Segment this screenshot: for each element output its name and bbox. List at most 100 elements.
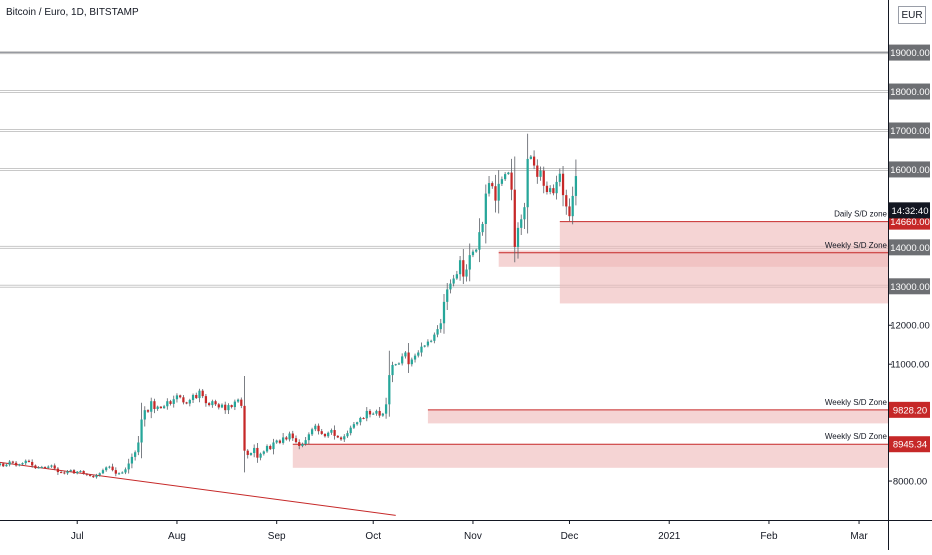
time-axis-tick-label: Dec [561, 531, 579, 542]
candle-body [169, 401, 172, 404]
candle-body [545, 185, 549, 193]
candle-body [497, 183, 500, 201]
candle-body [172, 399, 175, 404]
candle-body [182, 397, 185, 403]
candle-body [60, 472, 63, 474]
candle-body [417, 352, 420, 356]
candle-body [384, 404, 388, 414]
currency-button[interactable]: EUR [898, 6, 926, 24]
candle-body [536, 165, 539, 177]
time-axis-tick-label: Oct [365, 531, 381, 542]
candle-body [34, 465, 37, 469]
candle-body [124, 469, 127, 473]
price-tag [889, 436, 930, 453]
candle-body [162, 406, 166, 409]
candle-body [246, 450, 249, 455]
candle-body [568, 206, 571, 217]
zone-label: Weekly S/D Zone [825, 241, 888, 250]
candle-body [465, 269, 468, 277]
price-axis-tick-label: 11000.00 [891, 360, 930, 371]
candle-body [140, 419, 143, 443]
candle-body [352, 424, 356, 428]
candle-body [468, 255, 471, 270]
candle-body [137, 442, 140, 453]
candle-body [243, 405, 246, 451]
candle-body [56, 468, 60, 473]
candle-body [516, 227, 520, 247]
candle-body [555, 181, 558, 194]
candle-body [204, 396, 208, 404]
candle-body [571, 195, 574, 217]
candle-body [76, 471, 79, 474]
candle-body [265, 445, 269, 452]
candle-body [198, 390, 201, 399]
time-axis-tick-label: Nov [464, 531, 482, 542]
candle-body [53, 465, 56, 469]
candle-body [487, 183, 491, 194]
candle-body [236, 399, 240, 402]
candle-body [143, 410, 146, 420]
candle-body [18, 464, 21, 466]
time-axis-tick-label: Jul [71, 531, 84, 542]
candle-body [185, 402, 188, 404]
candle-body [478, 232, 481, 250]
candle-body [21, 463, 24, 465]
candle-body [407, 352, 410, 365]
candle-body [269, 445, 272, 450]
candle-body [349, 427, 352, 434]
candle-body [272, 442, 275, 450]
candle-body [510, 172, 513, 190]
candle-body [175, 395, 179, 400]
candle-body [304, 440, 307, 445]
candle-body [14, 462, 18, 466]
candle-body [401, 356, 404, 364]
candle-body [323, 433, 327, 437]
symbol-title: Bitcoin / Euro, 1D, BITSTAMP [6, 7, 139, 18]
candle-body [362, 417, 365, 419]
time-axis-tick-label: Mar [850, 531, 868, 542]
zone-label: Weekly S/D Zone [825, 432, 888, 441]
candle-body [549, 188, 552, 193]
price-axis-tick-label: 12000.00 [890, 321, 930, 332]
candle-body [5, 464, 8, 467]
candle-body [50, 465, 53, 467]
candle-body [327, 432, 330, 437]
candle-body [114, 470, 117, 474]
candle-body [317, 425, 320, 432]
candle-body [224, 404, 227, 411]
candle-body [494, 186, 497, 201]
candle-body [111, 466, 114, 471]
trendline [0, 461, 396, 516]
candle-body [166, 401, 169, 407]
candle-body [455, 274, 458, 279]
candle-body [420, 346, 423, 353]
time-axis-tick-label: Aug [168, 531, 186, 542]
candle-body [504, 174, 507, 180]
candle-body [413, 355, 417, 360]
candle-body [307, 434, 310, 441]
supply-demand-zone [498, 250, 888, 267]
candle-body [539, 170, 542, 177]
supply-demand-zone [292, 444, 889, 468]
candle-body [40, 467, 43, 469]
candle-body [481, 223, 484, 233]
candle-body [343, 436, 346, 440]
candle-body [449, 283, 452, 290]
countdown-tag [889, 202, 930, 219]
candle-body [462, 260, 465, 277]
candle-body [79, 470, 82, 472]
candle-body [291, 433, 294, 439]
candle-body [27, 460, 31, 462]
candle-body [95, 475, 98, 478]
candle-body [423, 345, 426, 347]
candle-body [298, 442, 301, 446]
candle-body [542, 170, 545, 186]
candle-body [262, 451, 265, 454]
supply-demand-zone [427, 409, 888, 424]
candle-body [356, 422, 359, 425]
candle-body [233, 401, 236, 408]
candle-body [108, 466, 111, 468]
candle-body [256, 447, 259, 458]
candle-body [69, 470, 72, 472]
candle-body [378, 410, 381, 416]
